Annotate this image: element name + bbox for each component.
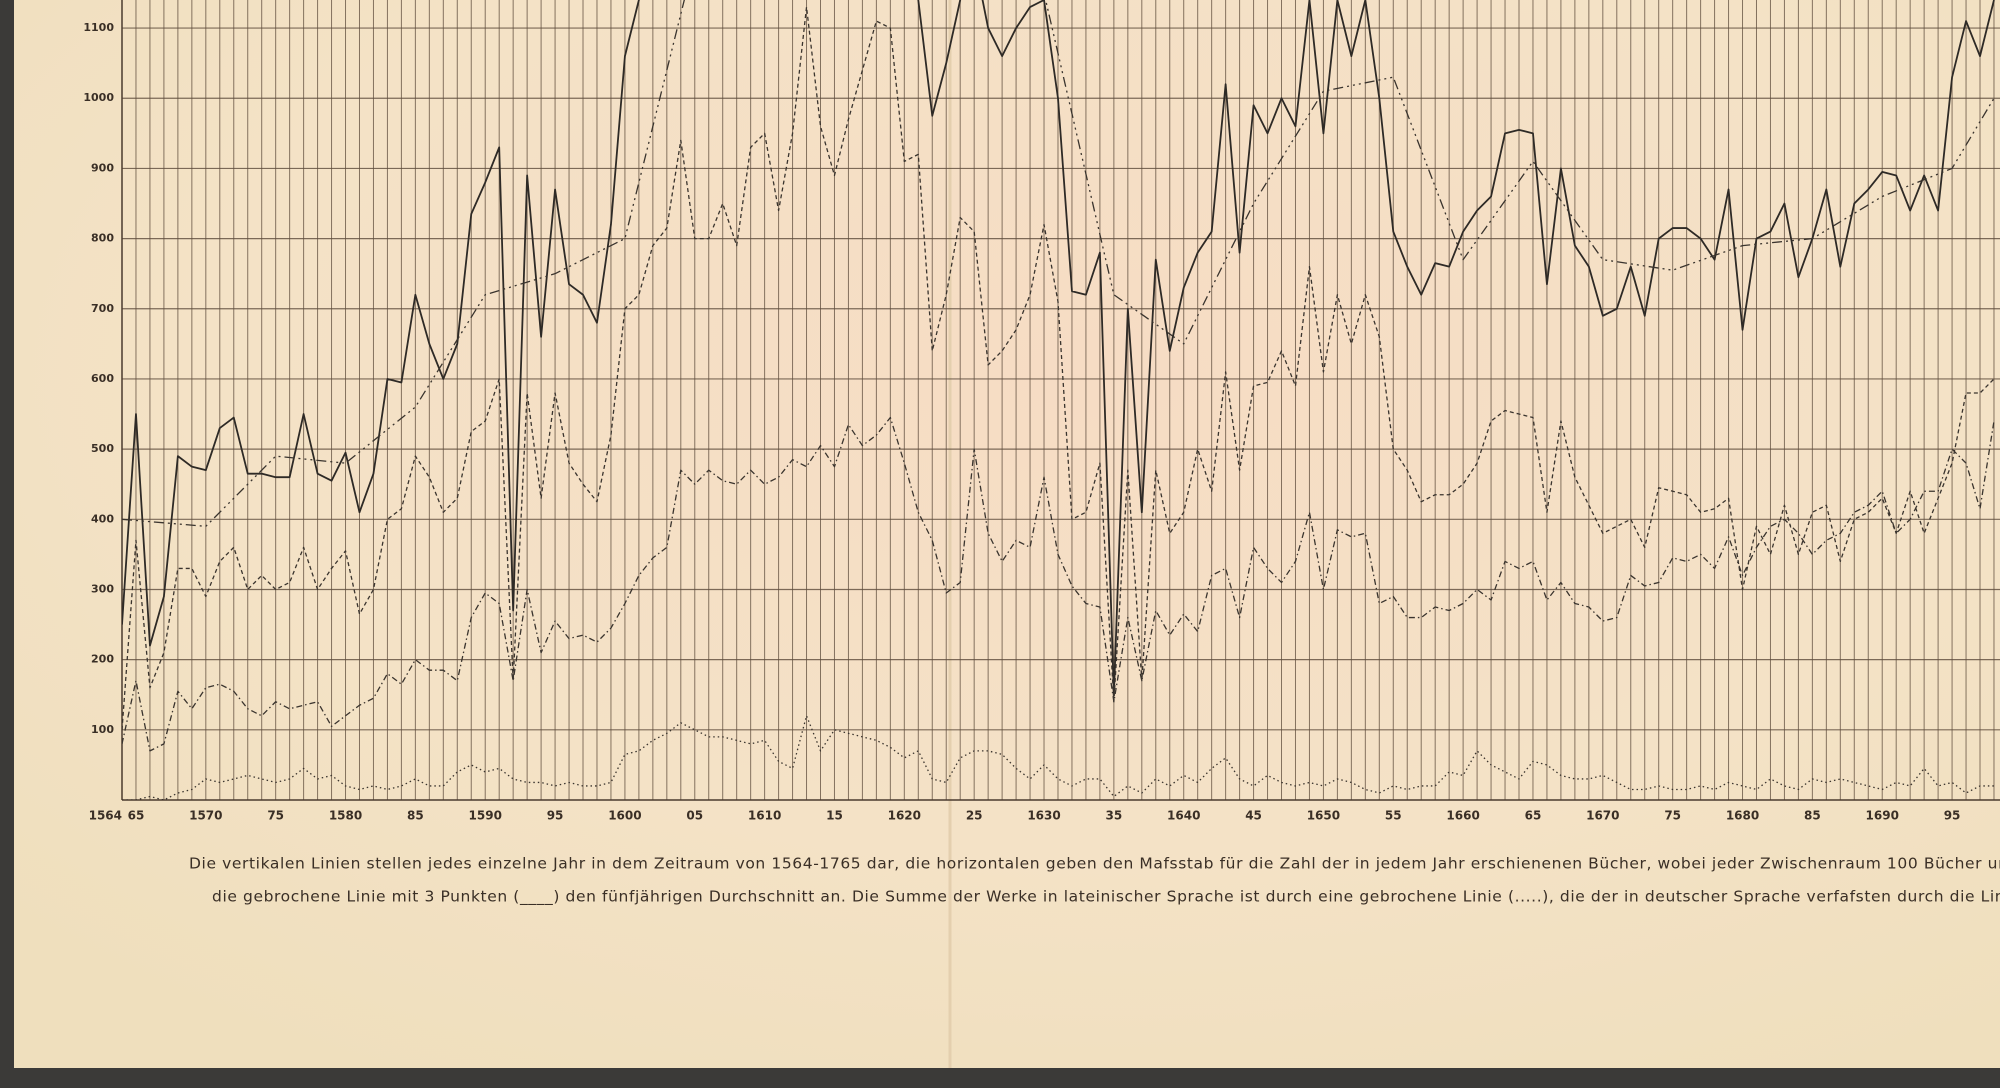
x-tick-label: 1670: [1586, 809, 1619, 823]
y-tick-label: 300: [91, 582, 114, 595]
x-tick-label: 95: [1944, 809, 1961, 823]
y-tick-label: 400: [91, 512, 114, 525]
y-tick-label: 200: [91, 653, 114, 666]
x-tick-label: 25: [966, 809, 983, 823]
x-tick-label: 85: [407, 809, 424, 823]
x-tick-label: 1590: [469, 809, 502, 823]
y-tick-label: 100: [91, 723, 114, 736]
x-tick-label: 35: [1106, 809, 1123, 823]
caption-line: Die vertikalen Linien stellen jedes einz…: [189, 855, 2000, 874]
x-tick-label: 1564: [89, 809, 122, 823]
x-tick-label: 65: [1525, 809, 1542, 823]
y-tick-label: 1000: [83, 91, 114, 104]
x-tick-label: 1660: [1446, 809, 1479, 823]
grid: [121, 0, 2000, 801]
x-tick-label: 85: [1804, 809, 1821, 823]
x-tick-label: 05: [686, 809, 703, 823]
labels: 100 200 300 400 500 600 700 800 900 1000 1100 1564 6…: [83, 21, 1960, 822]
x-tick-label: 1680: [1726, 809, 1759, 823]
x-tick-label: 1690: [1866, 809, 1899, 823]
x-tick-label: 1580: [329, 809, 362, 823]
y-tick-label: 1100: [83, 21, 114, 34]
series-line: [122, 416, 1995, 752]
x-tick-label: 45: [1245, 809, 1262, 823]
y-tick-label: 800: [91, 232, 114, 245]
x-tick-label: 15: [826, 809, 843, 823]
x-tick-label: 95: [547, 809, 564, 823]
x-tick-label: 1600: [608, 809, 641, 823]
x-tick-label: 1620: [888, 809, 921, 823]
caption-line: die gebrochene Linie mit 3 Punkten (____…: [212, 888, 2000, 907]
x-tick-label: 1640: [1167, 809, 1200, 823]
series-line: [122, 0, 1995, 696]
x-tick-label: 65: [128, 809, 145, 823]
series-line: [122, 0, 1995, 527]
paper: [14, 0, 2000, 1068]
series-line: [122, 715, 1994, 800]
x-tick-label: 1650: [1307, 809, 1340, 823]
y-tick-label: 700: [91, 302, 114, 315]
y-tick-label: 900: [91, 161, 114, 174]
x-tick-label: 55: [1385, 809, 1402, 823]
x-tick-label: 1630: [1027, 809, 1060, 823]
y-tick-label: 500: [91, 442, 114, 455]
y-tick-label: 600: [91, 372, 114, 385]
series-line: [122, 6, 1995, 730]
x-tick-label: 1610: [748, 809, 781, 823]
x-tick-label: 75: [267, 809, 284, 823]
x-tick-label: 75: [1664, 809, 1681, 823]
plot-lines: [122, 0, 1995, 800]
x-tick-label: 1570: [189, 809, 222, 823]
